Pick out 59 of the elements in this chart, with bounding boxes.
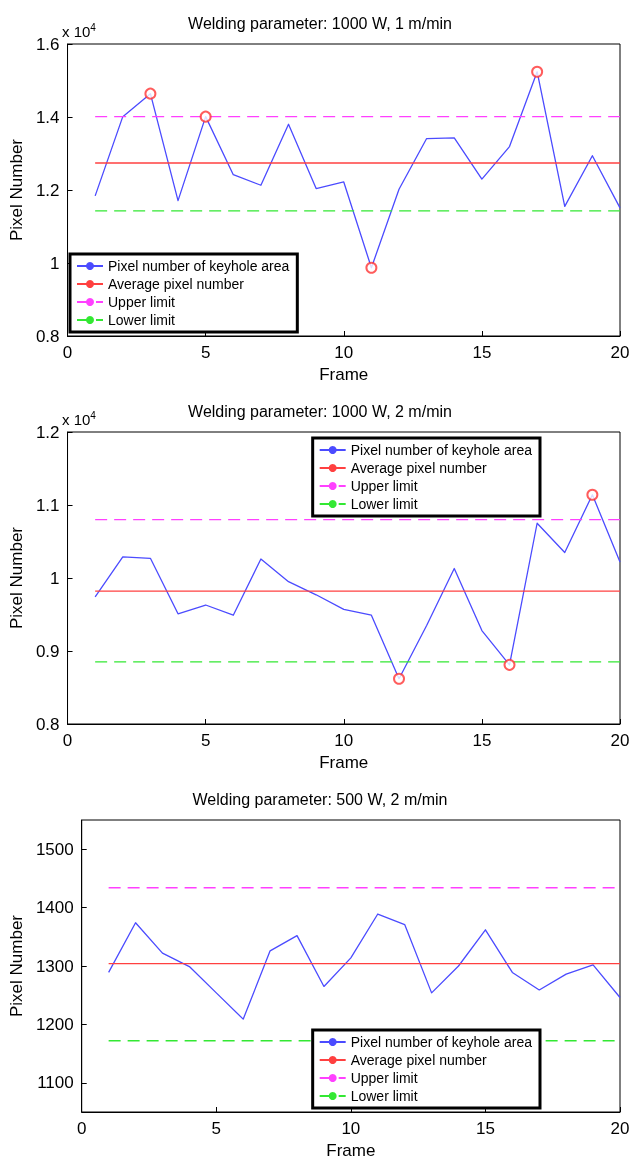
y-tick-label: 1200 xyxy=(35,1014,74,1034)
y-tick-label: 1100 xyxy=(37,1073,74,1093)
legend-label: Average pixel number xyxy=(350,1052,487,1068)
legend-label: Average pixel number xyxy=(350,460,487,476)
point xyxy=(531,65,544,78)
x-tick-label: 10 xyxy=(334,731,354,750)
legend-label: Lower limit xyxy=(350,496,418,512)
line-series xyxy=(107,913,621,1020)
legend-label: Lower limit xyxy=(350,1088,418,1104)
x-tick-label: 0 xyxy=(62,343,73,362)
legend-label: Pixel number of keyhole area xyxy=(108,258,290,274)
y-tick-label: 0.8 xyxy=(35,326,60,346)
x-axis-title: Frame xyxy=(319,364,369,384)
y-tick-label: 1.1 xyxy=(35,495,60,515)
y-tick-label: 0.8 xyxy=(35,714,60,734)
y-tick-label: 0.9 xyxy=(35,641,60,661)
y-axis-title: Pixel Number xyxy=(7,914,26,1018)
chart-title: Welding parameter: 1000 W, 1 m/min xyxy=(188,14,452,32)
x-tick-label: 0 xyxy=(76,1119,87,1138)
y-tick-label: 1300 xyxy=(35,956,74,976)
x-tick-label: 20 xyxy=(610,343,630,362)
y-tick-label: 1 xyxy=(50,253,60,273)
legend-label: Pixel number of keyhole area xyxy=(350,442,533,458)
y-axis-title: Pixel Number xyxy=(7,138,26,242)
x-axis-title: Frame xyxy=(319,752,369,772)
x-tick-label: 20 xyxy=(610,731,630,750)
x-tick-label: 15 xyxy=(472,343,492,362)
point xyxy=(199,110,212,123)
chart-title: Welding parameter: 500 W, 2 m/min xyxy=(192,790,448,808)
x-tick-label: 10 xyxy=(341,1119,361,1138)
y-tick-label: 1.4 xyxy=(35,107,60,127)
x-tick-label: 20 xyxy=(610,1119,630,1138)
y-tick-label: 1 xyxy=(50,568,60,588)
x-tick-label: 5 xyxy=(211,1119,222,1138)
x-tick-label: 5 xyxy=(200,731,211,750)
legend-label: Average pixel number xyxy=(108,276,245,292)
y-axis-title: Pixel Number xyxy=(7,526,26,630)
x-tick-label: 0 xyxy=(62,731,73,750)
point xyxy=(365,261,378,274)
x-tick-label: 15 xyxy=(472,731,492,750)
x-axis-title: Frame xyxy=(326,1140,376,1160)
y-tick-label: 1.2 xyxy=(35,422,60,442)
point xyxy=(503,658,516,671)
point xyxy=(393,672,406,685)
legend-label: Upper limit xyxy=(350,1070,418,1086)
x-tick-label: 5 xyxy=(200,343,211,362)
legend-label: Upper limit xyxy=(350,478,418,494)
y-tick-label: 1500 xyxy=(35,839,74,859)
x-tick-label: 10 xyxy=(334,343,354,362)
legend-label: Upper limit xyxy=(108,294,176,310)
x-tick-label: 15 xyxy=(475,1119,495,1138)
y-tick-label: 1.2 xyxy=(35,180,60,200)
y-tick-label: 1400 xyxy=(35,898,74,918)
point xyxy=(144,87,157,100)
legend-label: Lower limit xyxy=(108,312,176,328)
point xyxy=(586,488,599,501)
legend-label: Pixel number of keyhole area xyxy=(350,1034,533,1050)
y-tick-label: 1.6 xyxy=(35,34,60,54)
chart-title: Welding parameter: 1000 W, 2 m/min xyxy=(188,402,452,420)
